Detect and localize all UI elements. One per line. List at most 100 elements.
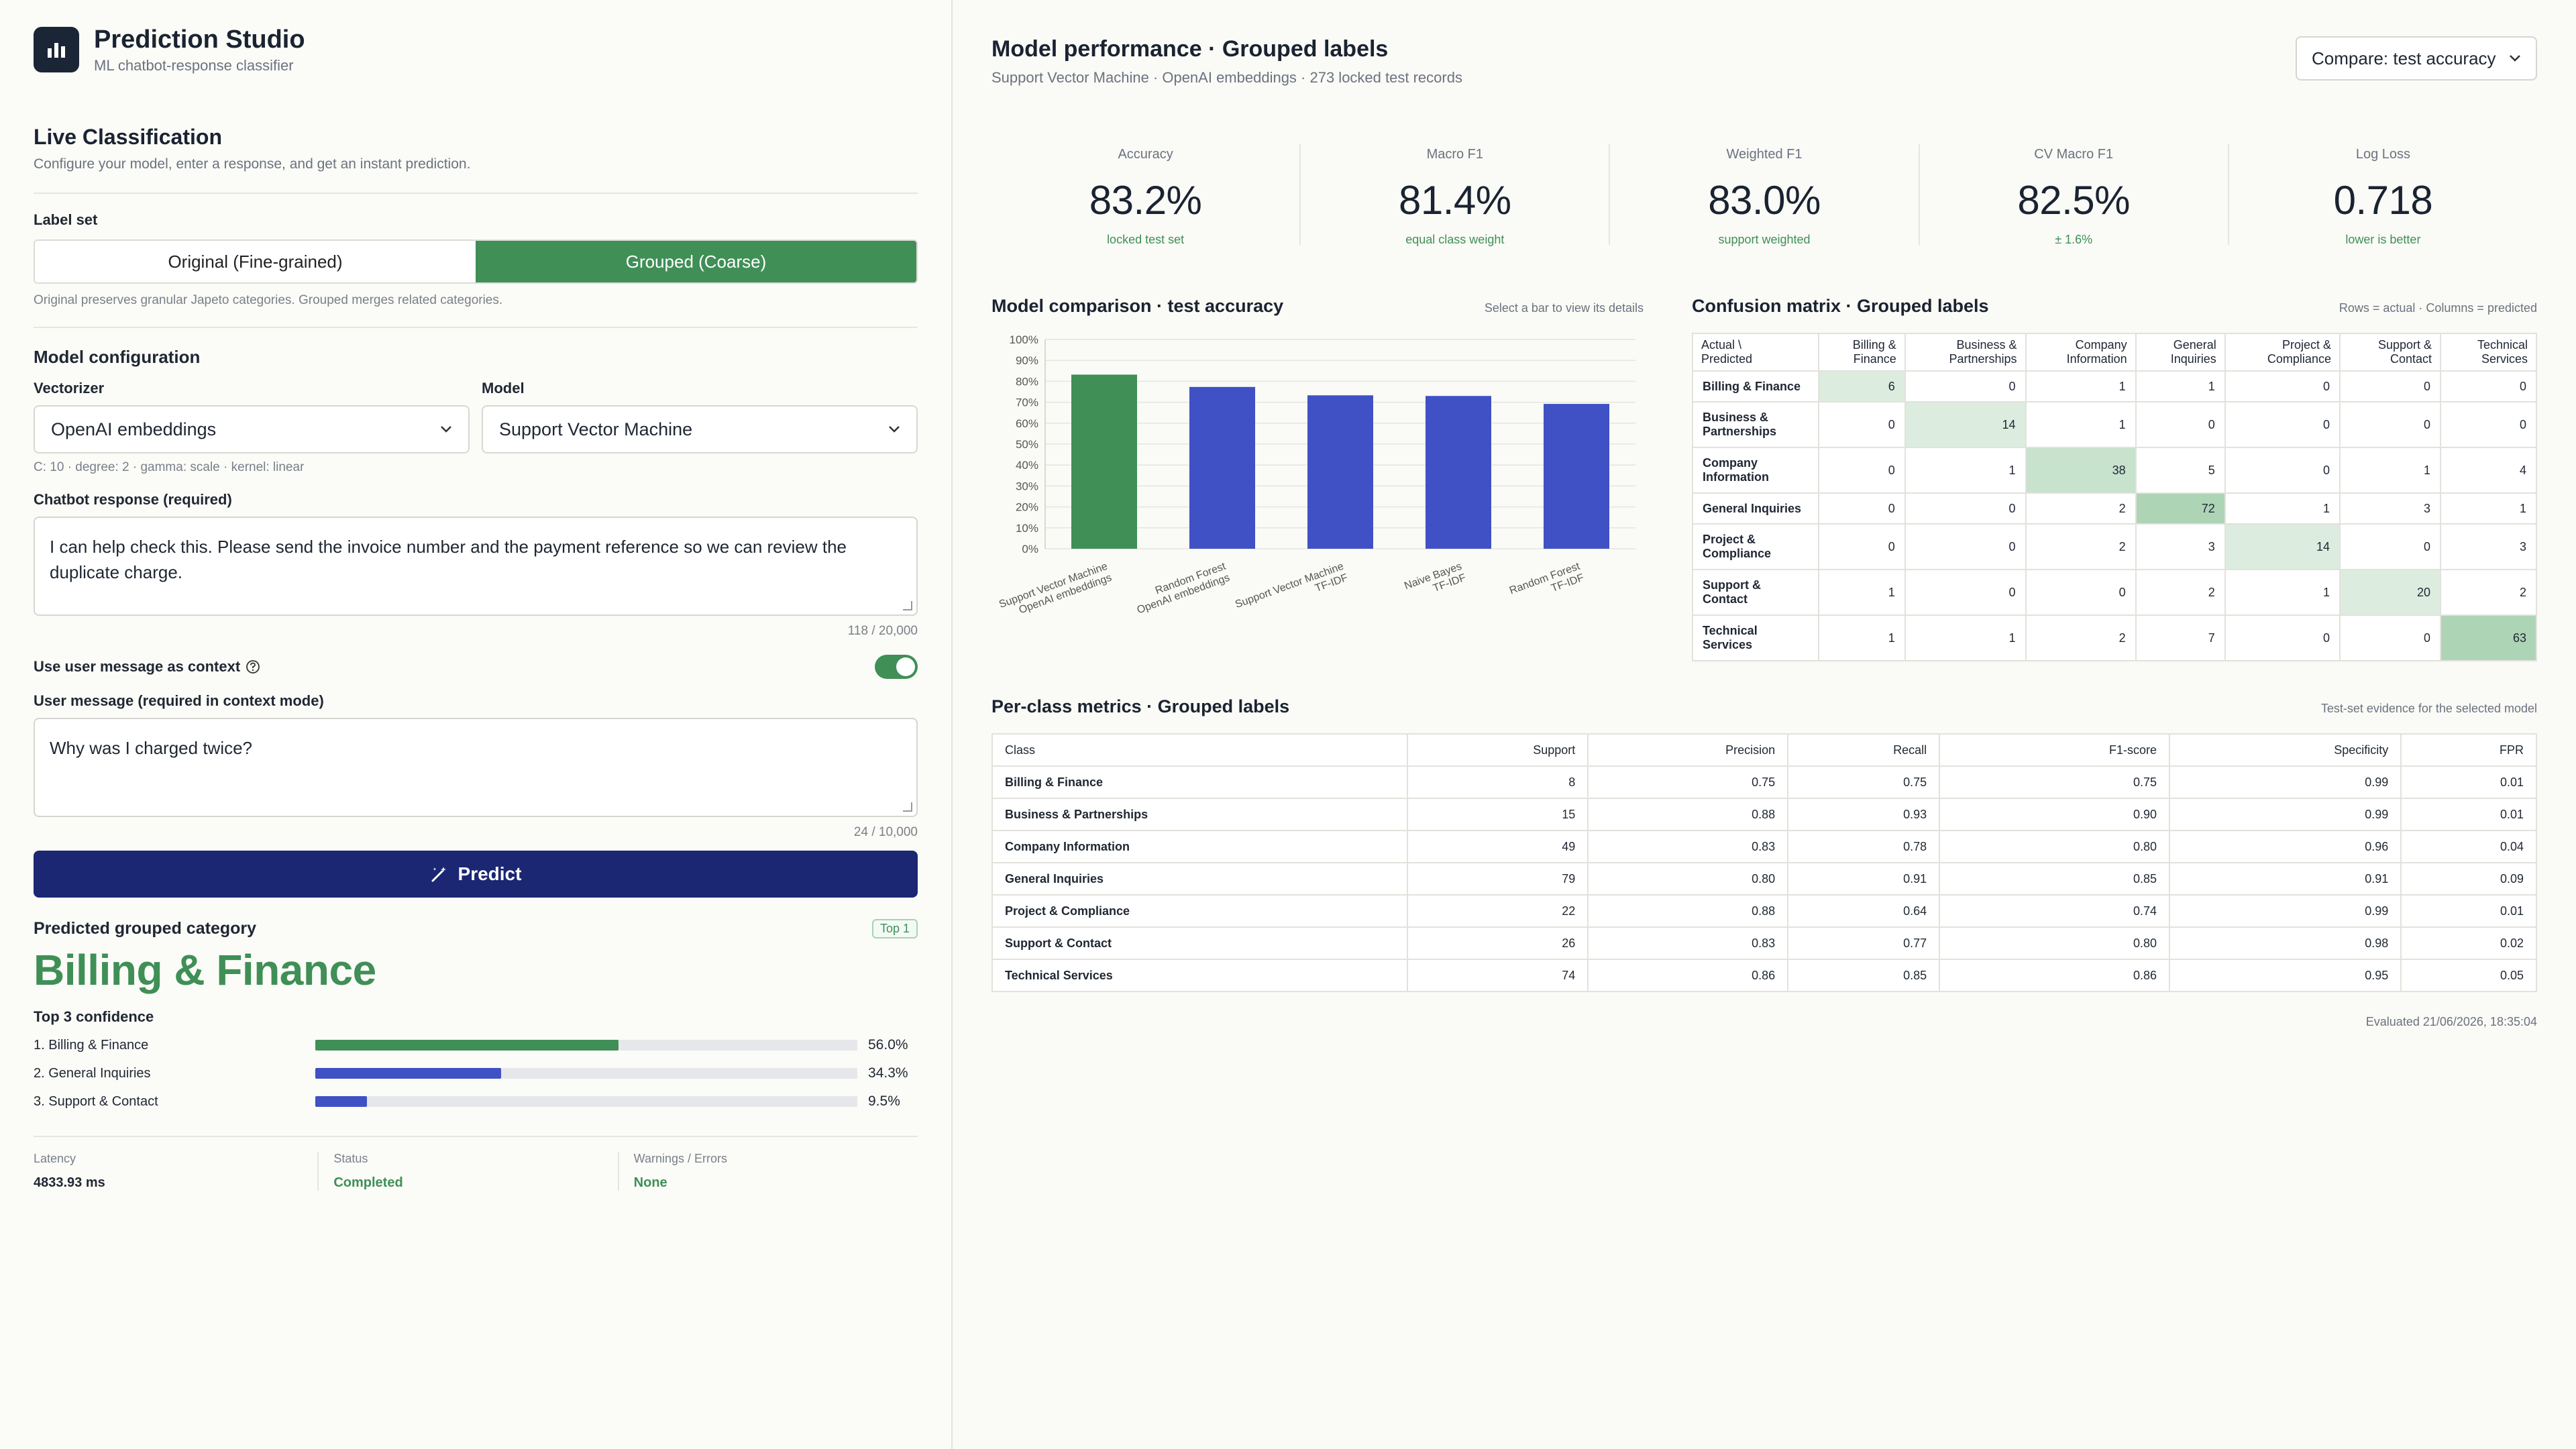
- label-set-grouped-button[interactable]: Grouped (Coarse): [476, 241, 916, 282]
- matrix-cell-diagonal: 38: [2025, 447, 2137, 494]
- y-tick-label: 0%: [1022, 543, 1038, 555]
- matrix-cell-diagonal: 14: [1904, 401, 2027, 448]
- matrix-cell: 0: [2224, 401, 2341, 448]
- row-header: General Inquiries: [1692, 492, 1819, 525]
- confidence-value: 9.5%: [868, 1093, 900, 1109]
- matrix-row: Business & Partnerships 0 14 1 0 0 0 0: [1692, 401, 2537, 448]
- y-tick-label: 80%: [1016, 375, 1038, 388]
- chatbot-response-textarea[interactable]: I can help check this. Please send the i…: [34, 517, 918, 616]
- matrix-cell: 0: [1818, 401, 1906, 448]
- matrix-cell: 0: [2224, 614, 2341, 661]
- matrix-cell: 0: [2135, 401, 2226, 448]
- matrix-cell: 1: [2135, 370, 2226, 402]
- matrix-row: Billing & Finance 6 0 1 1 0 0 0: [1692, 370, 2537, 402]
- class-name-cell: Business & Partnerships: [991, 798, 1409, 831]
- confidence-bar-fill: [315, 1068, 502, 1079]
- x-tick-label: Naive BayesTF-IDF: [1403, 561, 1468, 604]
- class-name-cell: Company Information: [991, 830, 1409, 863]
- user-message-textarea[interactable]: Why was I charged twice?: [34, 718, 918, 817]
- table-row: Billing & Finance 8 0.75 0.75 0.75 0.99 0.01: [991, 765, 2537, 799]
- corner-header: Actual \ Predicted: [1692, 333, 1819, 372]
- row-header: Technical Services: [1692, 614, 1819, 661]
- vectorizer-label: Vectorizer: [34, 380, 105, 396]
- bar: [1189, 386, 1255, 549]
- model-select[interactable]: Support Vector Machine: [482, 405, 918, 453]
- kpi-value: 83.2%: [1089, 178, 1202, 223]
- kpi-note: locked test set: [1107, 233, 1185, 246]
- table-row: Business & Partnerships 15 0.88 0.93 0.90 0.9…: [991, 798, 2537, 831]
- matrix-cell: 0: [2339, 614, 2442, 661]
- label-set-hint: Original preserves granular Japeto categ…: [34, 293, 503, 307]
- matrix-cell: 0: [1904, 569, 2027, 616]
- predict-button[interactable]: Predict: [34, 851, 918, 898]
- class-name-cell: Support & Contact: [991, 926, 1409, 960]
- label-set-original-button[interactable]: Original (Fine-grained): [168, 251, 343, 272]
- metric-cell: 0.80: [1939, 926, 2171, 960]
- user-message-text: Why was I charged twice?: [50, 738, 253, 758]
- metric-cell: 0.96: [2169, 830, 2402, 863]
- confidence-bar-fill: [315, 1040, 619, 1051]
- kpi-value: 83.0%: [1708, 178, 1821, 223]
- matrix-cell-diagonal: 63: [2440, 614, 2537, 661]
- class-name-cell: General Inquiries: [991, 862, 1409, 896]
- app-title: Prediction Studio: [94, 25, 305, 54]
- table-row: Technical Services 74 0.86 0.85 0.86 0.95 0.05: [991, 959, 2537, 992]
- column-header: Support & Contact: [2339, 333, 2442, 372]
- matrix-cell: 2: [2025, 523, 2137, 570]
- vectorizer-select[interactable]: OpenAI embeddings: [34, 405, 470, 453]
- x-tick-label: Random ForestOpenAI embeddings: [1131, 561, 1232, 616]
- matrix-cell: 0: [1818, 523, 1906, 570]
- resize-handle-icon[interactable]: [903, 601, 912, 610]
- row-header: Project & Compliance: [1692, 523, 1819, 570]
- column-header: F1-score: [1939, 733, 2171, 767]
- matrix-cell: 0: [2224, 370, 2341, 402]
- vectorizer-value: OpenAI embeddings: [51, 419, 217, 439]
- y-tick-label: 10%: [1016, 522, 1038, 535]
- column-header: Project & Compliance: [2224, 333, 2341, 372]
- metric-cell: 0.86: [1939, 959, 2171, 992]
- kpi-note: lower is better: [2345, 233, 2421, 246]
- metric-cell: 0.75: [1787, 765, 1941, 799]
- kpi-note: equal class weight: [1405, 233, 1505, 246]
- magic-wand-icon: [431, 867, 446, 882]
- divider: [34, 327, 918, 328]
- column-header: FPR: [2400, 733, 2537, 767]
- performance-subtitle: Support Vector Machine · OpenAI embeddin…: [991, 69, 1462, 86]
- confidence-bar-fill: [315, 1096, 367, 1107]
- matrix-cell: 0: [2339, 401, 2442, 448]
- metric-cell: 0.01: [2400, 765, 2537, 799]
- y-tick-label: 60%: [1016, 417, 1038, 430]
- chatbot-response-counter: 118 / 20,000: [847, 624, 918, 638]
- metric-cell: 0.75: [1939, 765, 2171, 799]
- confidence-value: 34.3%: [868, 1065, 908, 1081]
- confusion-matrix-card: Confusion matrix · Grouped labels Rows =…: [1692, 296, 2537, 661]
- confidence-label: 2. General Inquiries: [34, 1065, 151, 1081]
- row-header: Business & Partnerships: [1692, 401, 1819, 448]
- metric-cell: 0.93: [1787, 798, 1941, 831]
- metric-cell: 0.95: [2169, 959, 2402, 992]
- bar-chart-logo-icon: [34, 27, 79, 72]
- per-class-card: Per-class metrics · Grouped labels Test-…: [991, 696, 2537, 1029]
- kpi-card: Log Loss 0.718 lower is better: [2227, 144, 2537, 246]
- column-header: Support: [1407, 733, 1589, 767]
- resize-handle-icon[interactable]: [903, 802, 912, 812]
- column-header: Business & Partnerships: [1904, 333, 2027, 372]
- bar: [1426, 396, 1491, 549]
- context-toggle-switch[interactable]: [875, 655, 918, 679]
- compare-select[interactable]: Compare: test accuracy: [2296, 36, 2537, 80]
- y-tick-label: 40%: [1016, 459, 1038, 472]
- help-circle-icon[interactable]: [246, 659, 260, 674]
- table-row: General Inquiries 79 0.80 0.91 0.85 0.91 0.09: [991, 862, 2537, 896]
- kpi-value: 0.718: [2333, 178, 2433, 223]
- matrix-cell: 1: [1904, 614, 2027, 661]
- matrix-row: Project & Compliance 0 0 2 3 14 0 3: [1692, 523, 2537, 570]
- warnings-value: None: [633, 1175, 667, 1190]
- confusion-matrix-table: Actual \ Predicted Billing & Finance Busines…: [1692, 333, 2537, 661]
- predict-button-label: Predict: [458, 863, 522, 884]
- matrix-cell: 3: [2135, 523, 2226, 570]
- matrix-row: Company Information 0 1 38 5 0 1 4: [1692, 447, 2537, 494]
- bar: [1544, 404, 1609, 549]
- x-tick-label: Support Vector MachineOpenAI embeddings: [998, 561, 1114, 621]
- metric-cell: 0.83: [1587, 926, 1789, 960]
- column-header: Specificity: [2169, 733, 2402, 767]
